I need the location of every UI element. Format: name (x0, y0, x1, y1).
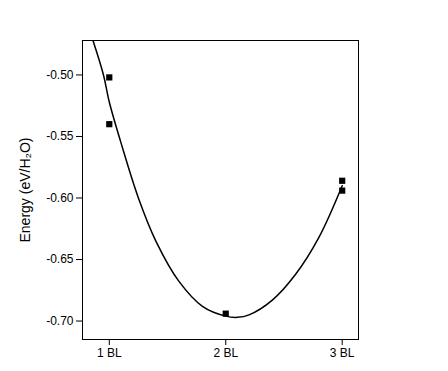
svg-text:3 BL: 3 BL (330, 346, 355, 360)
svg-text:Energy (eV/H₂O): Energy (eV/H₂O) (17, 137, 33, 242)
svg-text:-0.55: -0.55 (46, 129, 74, 143)
svg-text:2 BL: 2 BL (213, 346, 238, 360)
svg-text:-0.70: -0.70 (46, 314, 74, 328)
svg-text:-0.50: -0.50 (46, 68, 74, 82)
svg-text:-0.60: -0.60 (46, 191, 74, 205)
svg-text:1 BL: 1 BL (97, 346, 122, 360)
svg-text:-0.65: -0.65 (46, 252, 74, 266)
